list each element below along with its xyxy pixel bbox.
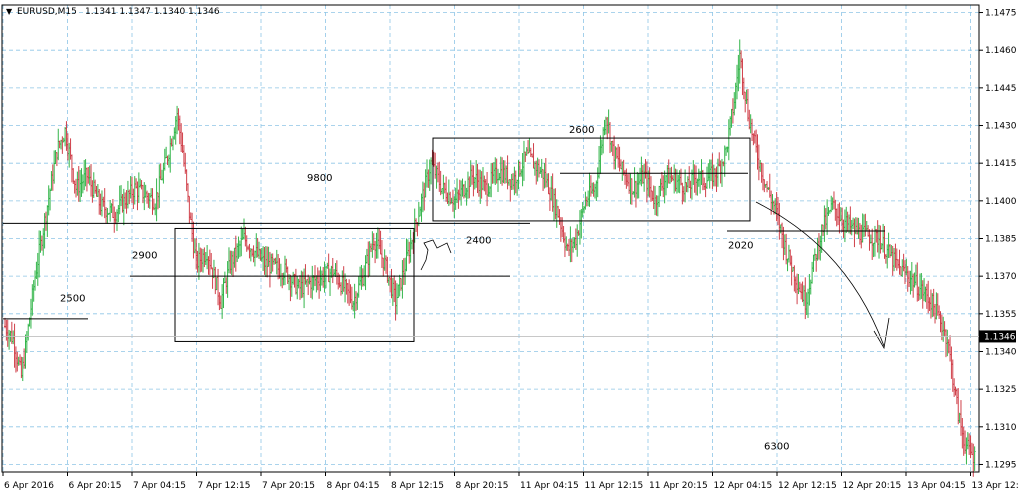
x-tick-label: 12 Apr 04:15 bbox=[714, 481, 773, 491]
y-tick-label: 1.1355 bbox=[985, 310, 1017, 320]
y-tick-label: 1.1445 bbox=[985, 84, 1017, 94]
x-tick-label: 7 Apr 12:15 bbox=[198, 481, 251, 491]
x-tick-label: 8 Apr 12:15 bbox=[391, 481, 444, 491]
x-tick-label: 6 Apr 20:15 bbox=[69, 481, 122, 491]
x-tick-label: 12 Apr 20:15 bbox=[843, 481, 902, 491]
x-tick-label: 8 Apr 20:15 bbox=[456, 481, 509, 491]
annotation-2500: 2500 bbox=[60, 293, 85, 304]
x-tick-label: 11 Apr 04:15 bbox=[520, 481, 579, 491]
y-tick-label: 1.1400 bbox=[985, 197, 1017, 207]
y-tick-label: 1.1295 bbox=[985, 460, 1017, 470]
collapse-arrow-icon[interactable]: ▼ bbox=[6, 7, 13, 16]
y-tick-label: 1.1430 bbox=[985, 122, 1017, 132]
x-tick-label: 11 Apr 20:15 bbox=[649, 481, 708, 491]
y-tick-label: 1.1460 bbox=[985, 46, 1017, 56]
annotation-9800: 9800 bbox=[307, 173, 332, 184]
x-tick-label: 8 Apr 04:15 bbox=[327, 481, 380, 491]
annotation-2900: 2900 bbox=[132, 251, 157, 262]
annotation-2020: 2020 bbox=[728, 241, 753, 252]
y-tick-label: 1.1385 bbox=[985, 235, 1017, 245]
annotation-6300: 6300 bbox=[764, 441, 789, 452]
ohlc-readout: 1.1341 1.1347 1.1340 1.1346 bbox=[85, 7, 220, 17]
y-tick-label: 1.1415 bbox=[985, 159, 1017, 169]
x-tick-label: 13 Apr 12:15 bbox=[972, 481, 1018, 491]
y-tick-label: 1.1340 bbox=[985, 347, 1017, 357]
y-tick-label: 1.1475 bbox=[985, 9, 1017, 19]
annotation-2600: 2600 bbox=[569, 125, 594, 136]
x-tick-label: 13 Apr 04:15 bbox=[907, 481, 966, 491]
y-tick-label: 1.1310 bbox=[985, 423, 1017, 433]
x-tick-label: 7 Apr 20:15 bbox=[262, 481, 315, 491]
chart-header: ▼ EURUSD,M15 1.1341 1.1347 1.1340 1.1346 bbox=[6, 7, 220, 17]
x-tick-label: 6 Apr 2016 bbox=[4, 481, 54, 491]
x-tick-label: 7 Apr 04:15 bbox=[133, 481, 186, 491]
current-price-label: 1.1346 bbox=[984, 332, 1016, 342]
x-tick-label: 11 Apr 12:15 bbox=[585, 481, 644, 491]
x-tick-label: 12 Apr 12:15 bbox=[778, 481, 837, 491]
annotation-2400: 2400 bbox=[466, 236, 491, 247]
y-tick-label: 1.1325 bbox=[985, 385, 1017, 395]
symbol-label: EURUSD,M15 bbox=[17, 7, 77, 17]
y-tick-label: 1.1370 bbox=[985, 272, 1017, 282]
